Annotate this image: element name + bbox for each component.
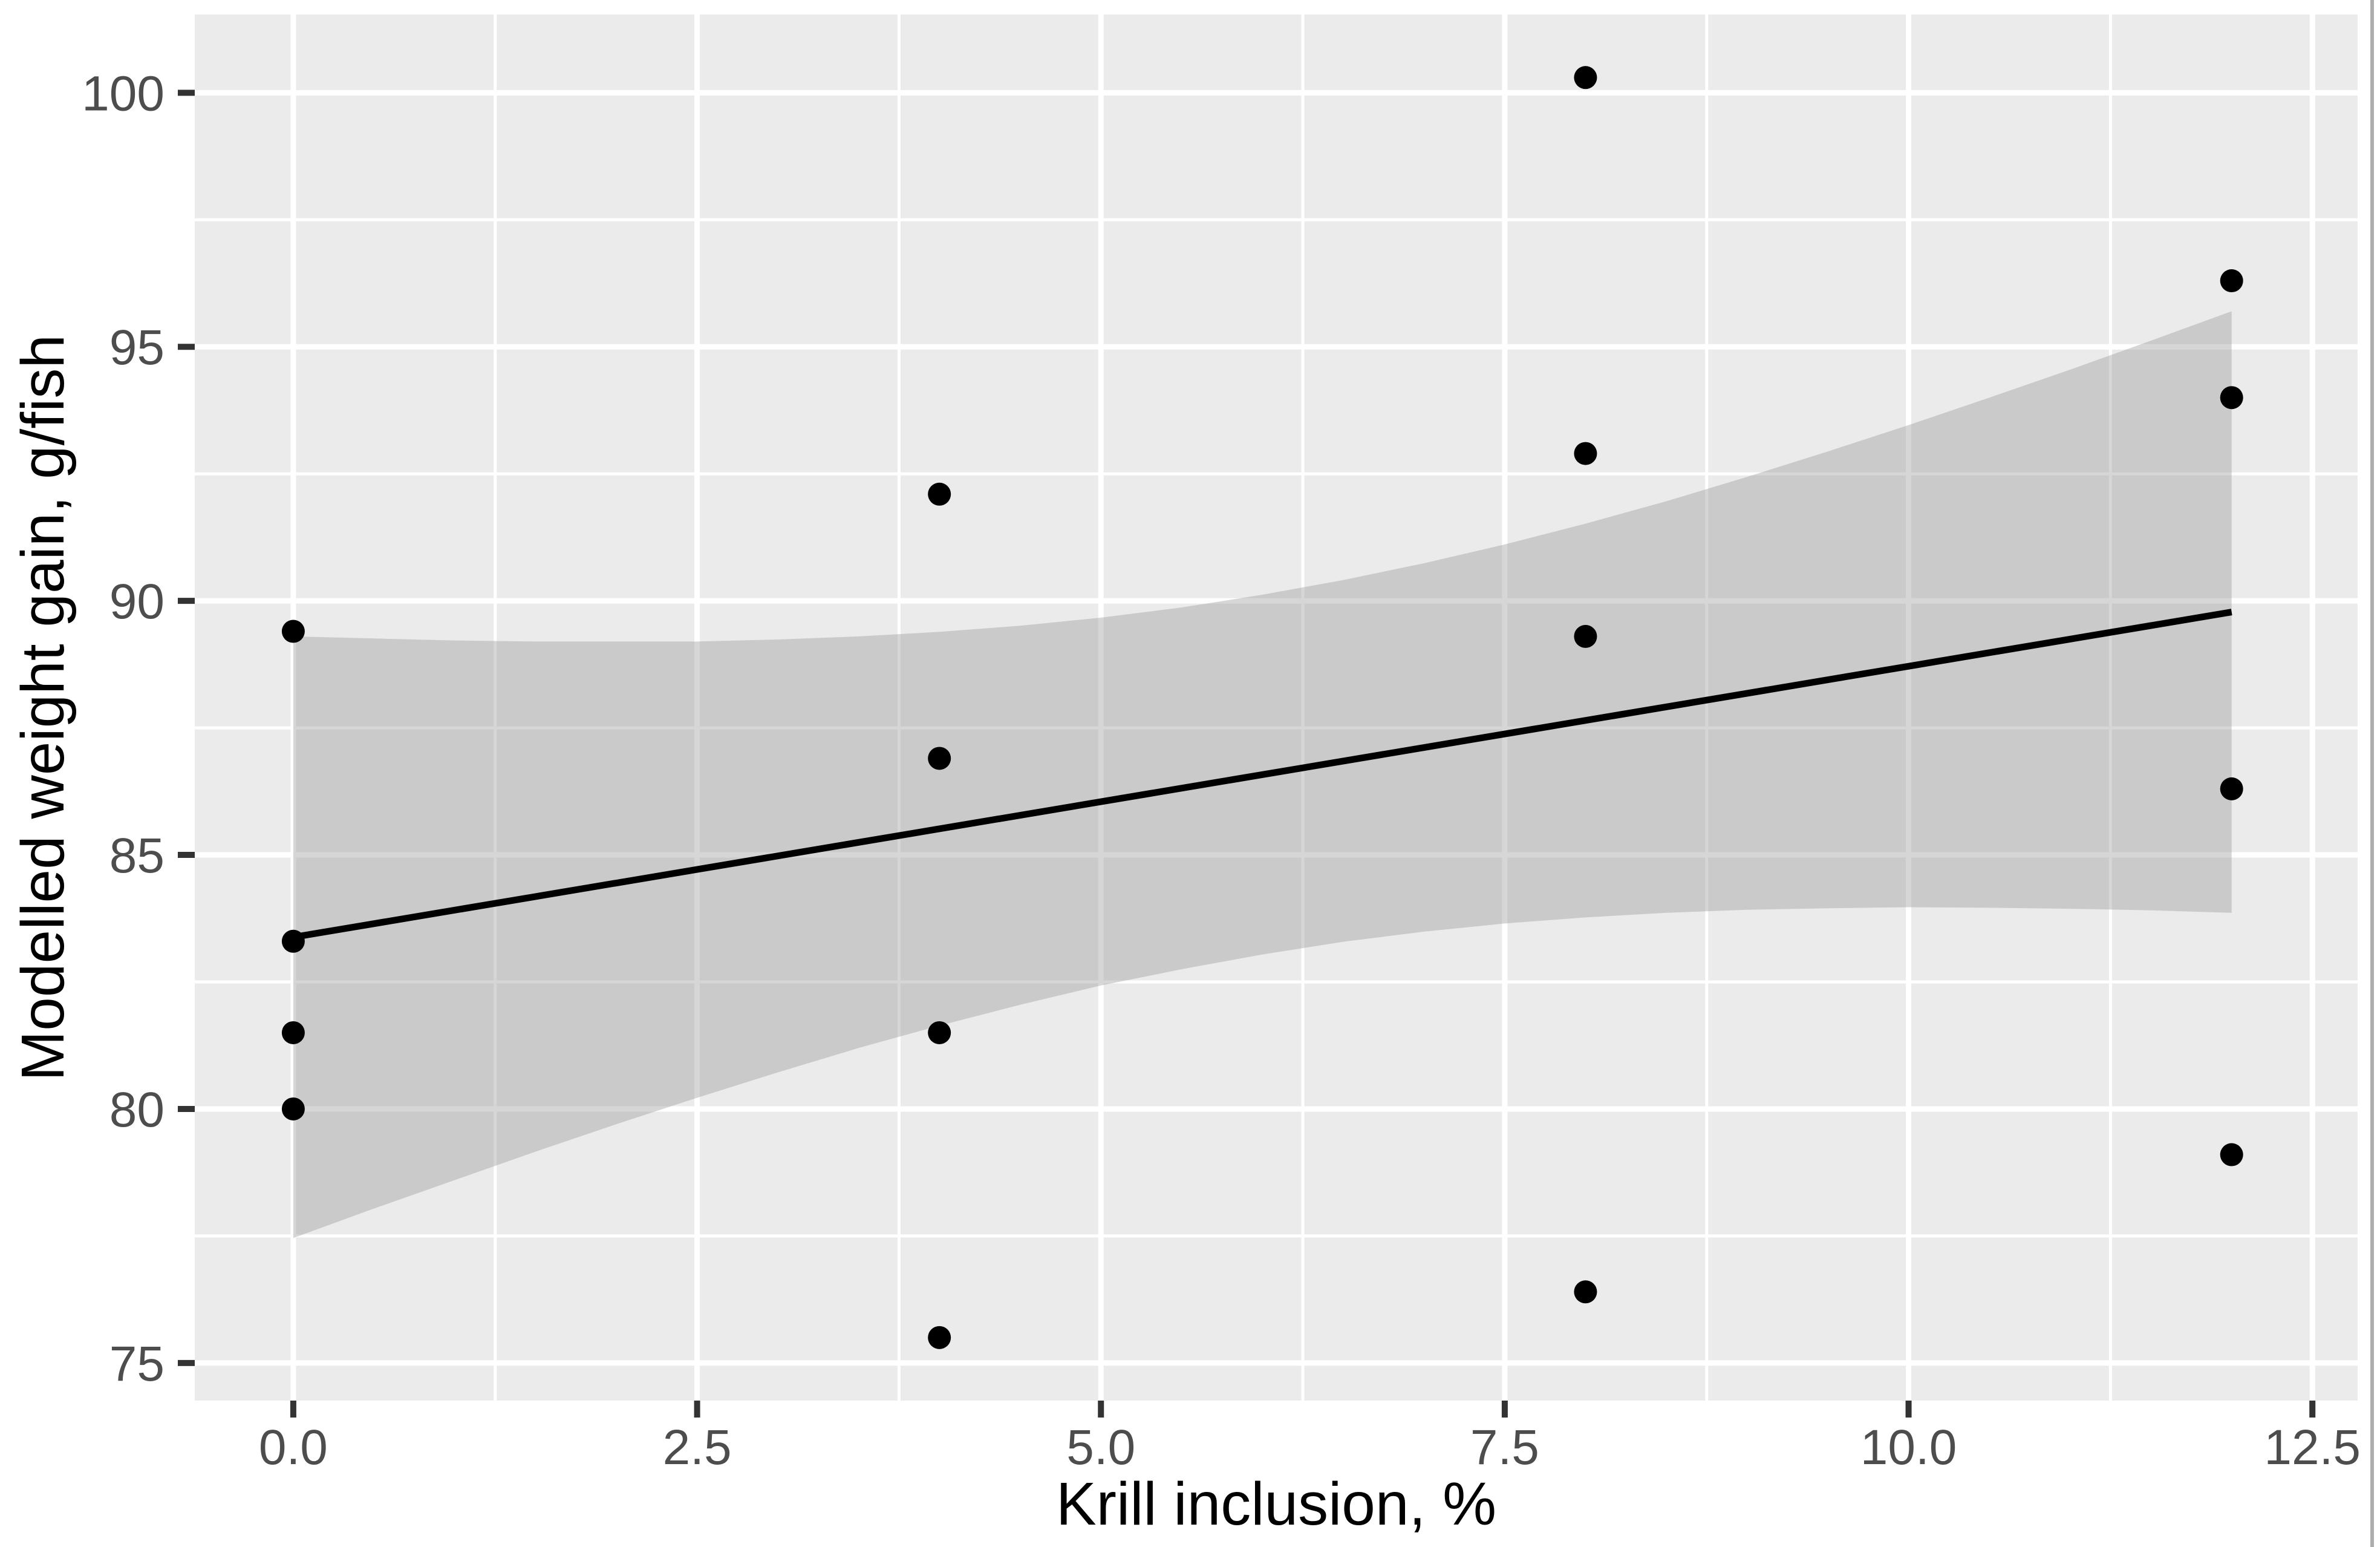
y-tick-label: 90 — [109, 574, 165, 629]
x-tick-label: 12.5 — [2264, 1420, 2361, 1475]
plot-panel — [195, 15, 2358, 1401]
y-tick-label: 75 — [109, 1336, 165, 1392]
y-axis-title: Modelled weight gain, g/fish — [9, 335, 77, 1081]
y-tick-label: 80 — [109, 1082, 165, 1137]
data-point — [281, 929, 305, 953]
data-point — [928, 747, 951, 770]
x-tick-label: 2.5 — [663, 1420, 732, 1475]
data-point — [2220, 1143, 2243, 1166]
data-point — [1574, 624, 1597, 648]
data-point — [2220, 777, 2243, 800]
data-point — [1574, 1280, 1597, 1304]
data-point — [928, 1021, 951, 1044]
x-tick-label: 0.0 — [259, 1420, 328, 1475]
x-tick-label: 7.5 — [1470, 1420, 1539, 1475]
y-tick-label: 85 — [109, 828, 165, 883]
data-point — [281, 1021, 305, 1044]
data-point — [1574, 442, 1597, 465]
data-point — [928, 482, 951, 506]
data-point — [281, 620, 305, 643]
x-axis-title: Krill inclusion, % — [1056, 1470, 1496, 1538]
data-point — [2220, 386, 2243, 410]
data-point — [1574, 66, 1597, 90]
y-tick-label: 95 — [109, 320, 165, 375]
data-point — [281, 1097, 305, 1120]
regression-line — [292, 609, 2232, 941]
data-point — [2220, 269, 2243, 293]
data-point — [928, 1326, 951, 1349]
y-tick-label: 100 — [82, 66, 165, 121]
x-tick-label: 10.0 — [1860, 1420, 1957, 1475]
x-tick-label: 5.0 — [1066, 1420, 1135, 1475]
